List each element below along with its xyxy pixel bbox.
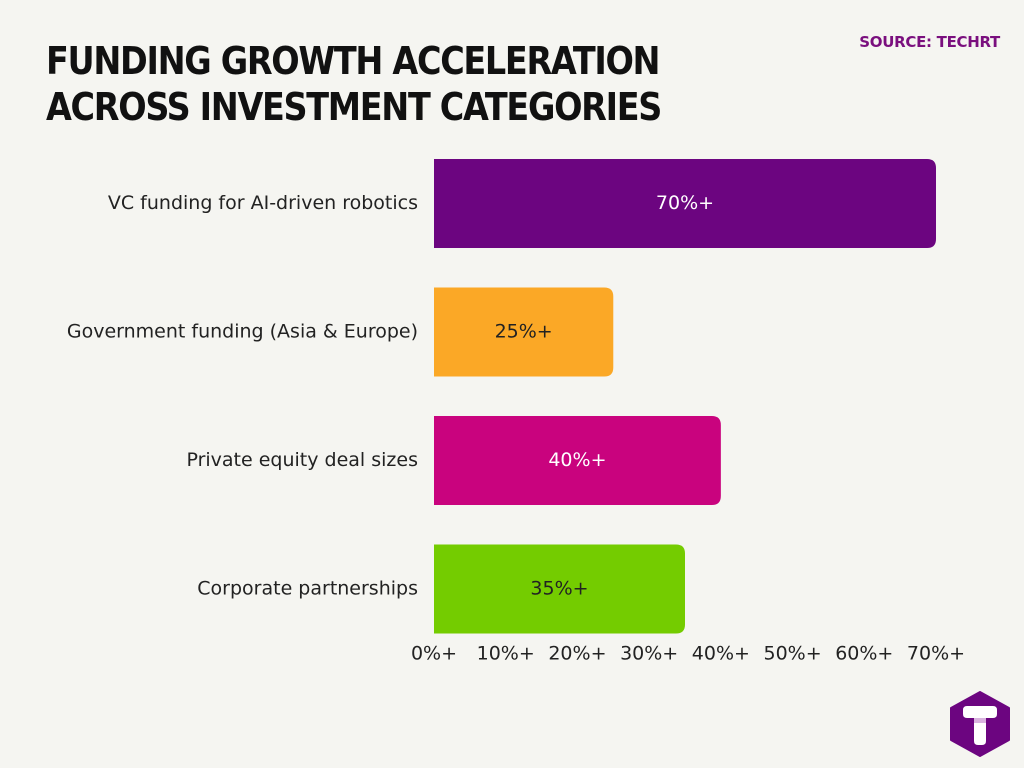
chart-title: FUNDING GROWTH ACCELERATION ACROSS INVES…: [46, 39, 662, 129]
data-label-1: 25%+: [495, 321, 553, 343]
bar-chart: VC funding for AI-driven robotics 70%+ Gov…: [67, 159, 965, 665]
bars-layer: VC funding for AI-driven robotics 70%+ Gov…: [67, 159, 936, 634]
bar-0: [434, 159, 936, 248]
data-label-2: 40%+: [548, 449, 606, 471]
x-tick-label-4: 40%+: [692, 643, 750, 665]
x-axis-ticks: 0%+ 10%+ 20%+ 30%+ 40%+ 50%+ 60%+ 70%+: [411, 643, 965, 665]
x-tick-label-2: 20%+: [548, 643, 606, 665]
techrt-logo-icon: [950, 691, 1010, 757]
category-label-0: VC funding for AI-driven robotics: [108, 192, 418, 214]
data-label-3: 35%+: [530, 578, 588, 600]
category-label-2: Private equity deal sizes: [186, 449, 418, 471]
source-label: SOURCE: TECHRT: [859, 33, 1000, 51]
logo-accent: [974, 718, 986, 723]
bar-2: [434, 416, 721, 505]
x-tick-label-1: 10%+: [477, 643, 535, 665]
category-label-1: Government funding (Asia & Europe): [67, 321, 418, 343]
x-tick-label-5: 50%+: [763, 643, 821, 665]
x-tick-label-0: 0%+: [411, 643, 457, 665]
x-tick-label-6: 60%+: [835, 643, 893, 665]
x-tick-label-7: 70%+: [907, 643, 965, 665]
x-tick-label-3: 30%+: [620, 643, 678, 665]
logo-letter-t: [963, 706, 997, 745]
bar-3: [434, 544, 685, 634]
bar-1: [434, 287, 614, 377]
category-label-3: Corporate partnerships: [197, 578, 418, 600]
data-label-0: 70%+: [656, 192, 714, 214]
